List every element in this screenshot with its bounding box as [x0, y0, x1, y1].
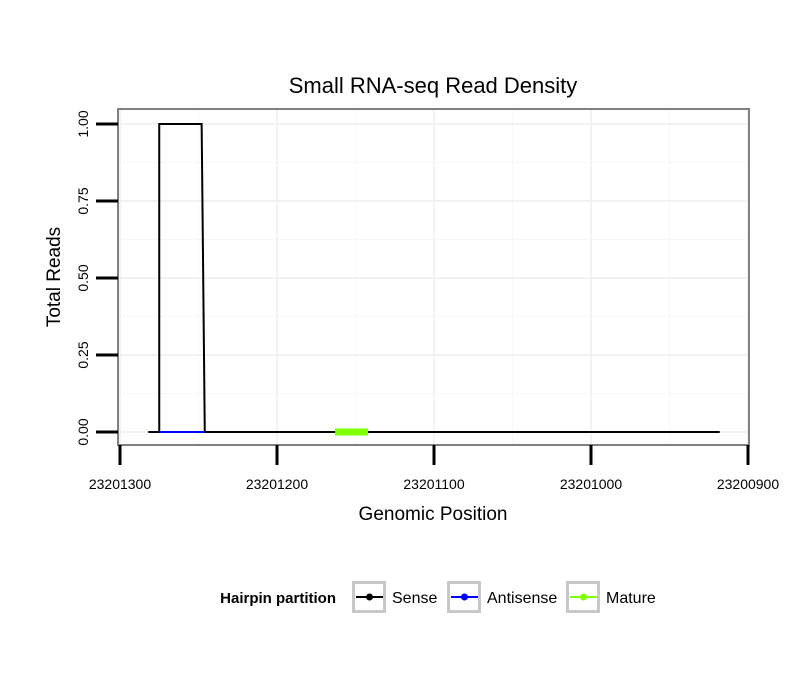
chart-title: Small RNA-seq Read Density	[289, 73, 578, 98]
x-tick-label: 23201100	[403, 476, 464, 492]
x-tick-label: 23201300	[89, 476, 152, 492]
legend: Hairpin partition Sense Antisense Mature	[220, 581, 656, 613]
legend-item-antisense: Antisense	[447, 581, 557, 613]
y-tick-label: 0.75	[75, 187, 91, 214]
x-tick-label: 23201000	[560, 476, 623, 492]
y-axis-title: Total Reads	[44, 227, 65, 327]
y-tick-label: 0.25	[75, 341, 91, 368]
y-tick-label: 0.50	[75, 264, 91, 291]
data-series	[148, 123, 720, 436]
series-line-sense	[148, 123, 720, 433]
legend-item-sense: Sense	[352, 581, 437, 613]
legend-label: Mature	[606, 590, 656, 607]
legend-label: Sense	[392, 590, 437, 607]
legend-item-mature: Mature	[566, 581, 656, 613]
legend-key-point	[580, 593, 587, 601]
y-axis: 0.00 0.25 0.50 0.75 1.00	[75, 110, 118, 446]
x-tick-label: 23200900	[717, 476, 780, 492]
grid	[118, 109, 749, 445]
x-axis: 23201300 23201200 23201100 23201000 23200900	[89, 445, 780, 492]
x-tick-label: 23201200	[246, 476, 309, 492]
legend-title: Hairpin partition	[220, 590, 336, 607]
x-axis-title: Genomic Position	[359, 504, 508, 525]
legend-key-point	[461, 593, 468, 601]
legend-label: Antisense	[487, 590, 557, 607]
legend-key-point	[366, 593, 373, 601]
y-tick-label: 1.00	[75, 110, 91, 137]
y-tick-label: 0.00	[75, 418, 91, 445]
